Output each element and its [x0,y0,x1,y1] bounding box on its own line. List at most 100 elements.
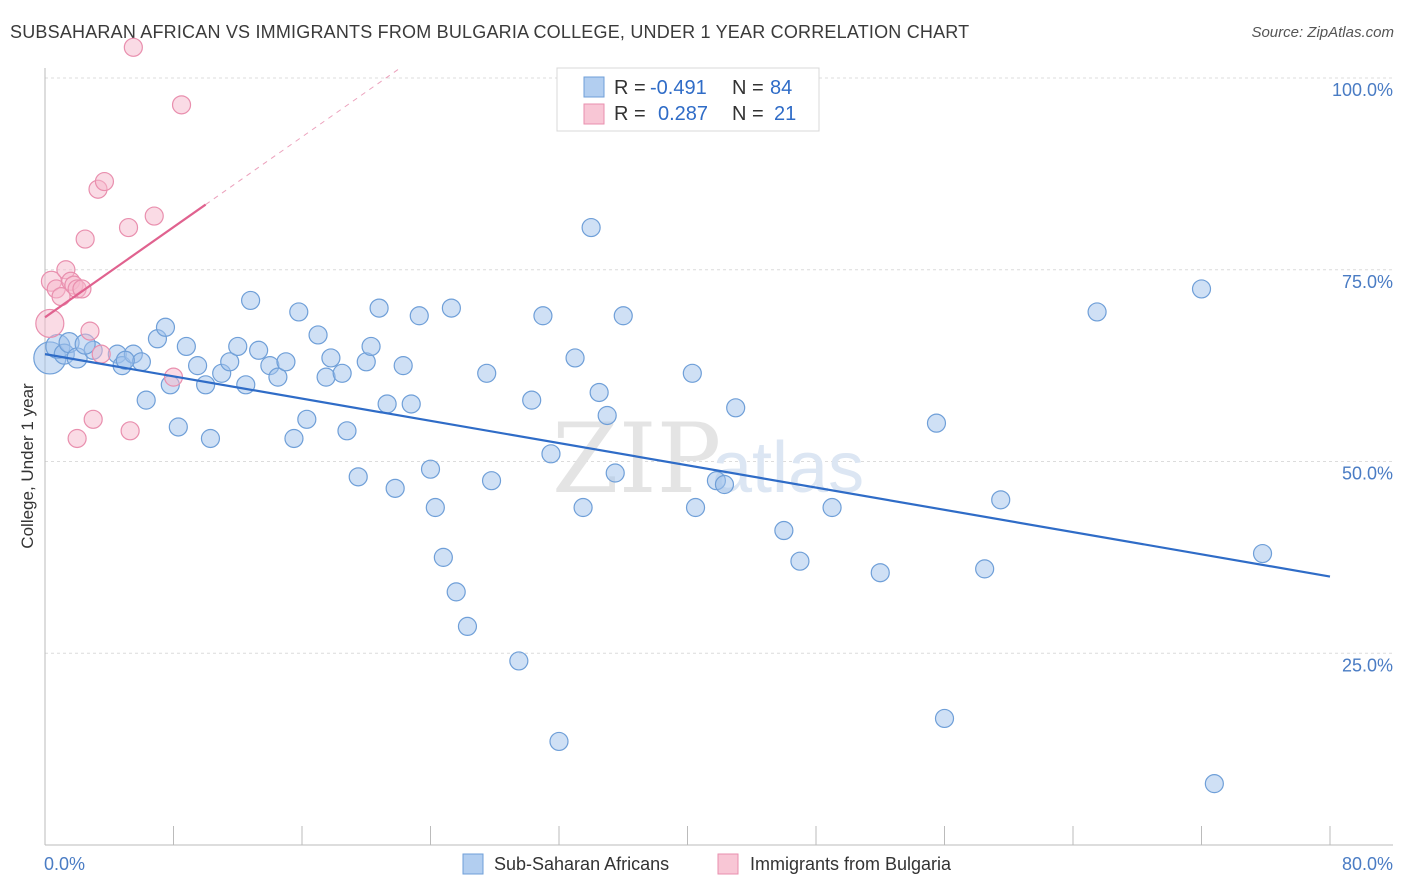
point-s0-81 [1252,543,1273,564]
trend-line-blue [44,353,1331,578]
point-s0-55 [533,306,553,326]
point-s1-16 [118,217,139,238]
legend-n-value-1: 84 [770,77,792,99]
source-label: Source: ZipAtlas.com [1251,24,1394,41]
series-legend-label-1: Sub-Saharan Africans [494,854,669,874]
legend-r-label-1: R = [614,77,646,99]
y-tick-label-0: 25.0% [1342,655,1393,675]
point-s0-83 [115,350,135,370]
point-s0-27 [276,352,296,372]
legend: R = -0.491 N = 84 R = 0.287 N = 21 [556,67,820,132]
trend-lines [44,68,1331,578]
point-s0-29 [289,302,309,322]
y-tick-label-3: 100.0% [1332,80,1393,100]
point-s0-33 [321,348,341,368]
axes [44,68,1393,846]
point-s0-36 [348,467,368,487]
point-s0-38 [361,336,381,357]
watermark-zip: ZIP [552,403,721,515]
legend-swatch-pink [583,103,605,125]
x-tick-labels: 0.0% 80.0% [44,854,1393,874]
point-s0-50 [457,616,478,637]
point-s0-54 [522,390,542,410]
legend-r-value-1: -0.491 [650,77,707,99]
watermark: ZIP atlas [552,403,864,515]
point-s0-9 [131,352,151,372]
point-s0-74 [926,413,947,433]
point-s1-14 [91,344,111,364]
point-s0-59 [573,497,593,518]
trend-line-pink [44,203,207,319]
point-s0-17 [196,375,216,395]
point-s0-47 [433,547,453,567]
x-tick-label-max: 80.0% [1342,854,1393,874]
point-s0-66 [685,497,706,518]
series-legend: Sub-Saharan Africans Immigrants from Bul… [462,853,952,875]
point-s0-39 [369,298,389,318]
point-s0-58 [565,348,585,368]
point-s0-76 [975,559,995,579]
point-s0-56 [541,444,561,464]
grid-lines [45,77,1393,654]
point-s0-78 [1087,302,1107,322]
legend-r-value-2: 0.287 [658,103,708,125]
point-s0-23 [241,290,261,311]
point-s0-12 [155,317,176,337]
point-s0-62 [597,405,617,426]
point-s0-57 [549,731,569,752]
series-legend-swatch-blue [462,853,484,875]
point-s0-41 [385,478,405,498]
y-tick-label-2: 75.0% [1342,272,1393,292]
point-s0-61 [589,382,609,403]
legend-swatch-blue [583,76,605,98]
point-s0-72 [822,497,842,518]
y-tick-labels: 25.0% 50.0% 75.0% 100.0% [1332,80,1393,675]
point-s0-69 [726,398,746,418]
point-s0-28 [284,428,304,449]
point-s0-71 [790,551,810,571]
point-s0-35 [337,421,357,441]
point-s0-77 [991,490,1011,510]
watermark-atlas: atlas [712,428,864,508]
point-s0-46 [425,497,445,518]
point-s0-31 [308,325,328,345]
point-s0-68 [714,474,735,495]
y-tick-label-1: 50.0% [1342,464,1393,484]
point-s0-10 [136,390,156,410]
point-s0-51 [477,363,497,383]
point-s0-73 [870,563,890,583]
point-s1-19 [144,206,164,226]
point-s1-15 [94,171,115,192]
point-s0-64 [613,306,633,326]
point-s1-0 [35,308,65,339]
point-s0-34 [332,363,352,383]
point-s1-9 [67,428,87,449]
legend-n-label-1: N = [732,77,764,99]
trend-line-pink-extension [205,68,399,205]
point-s0-22 [236,375,256,395]
x-tick-label-min: 0.0% [44,854,85,874]
data-points [33,37,1273,794]
point-s0-30 [297,409,317,429]
point-s0-45 [420,459,441,479]
point-s0-20 [220,352,240,372]
point-s1-18 [123,37,143,57]
point-s0-52 [481,471,502,491]
y-axis-label: College, Under 1 year [18,383,37,549]
point-s0-16 [187,356,208,376]
point-s0-21 [228,336,248,357]
point-s0-26 [268,367,288,387]
point-s0-18 [200,428,221,449]
series-legend-swatch-pink [717,853,739,875]
series-legend-label-2: Immigrants from Bulgaria [750,854,952,874]
chart-title: SUBSAHARAN AFRICAN VS IMMIGRANTS FROM BU… [10,22,970,42]
point-s0-40 [377,394,397,414]
point-s1-12 [83,409,103,429]
point-s0-80 [1204,774,1224,794]
legend-n-label-2: N = [732,103,764,125]
point-s0-32 [316,367,336,387]
point-s0-42 [393,356,413,376]
point-s0-70 [774,520,794,541]
point-s1-10 [75,229,95,249]
